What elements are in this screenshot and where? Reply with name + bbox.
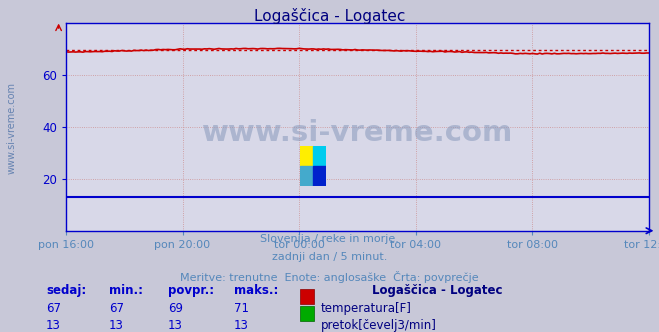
Text: zadnji dan / 5 minut.: zadnji dan / 5 minut. <box>272 252 387 262</box>
Text: Meritve: trenutne  Enote: anglosaške  Črta: povprečje: Meritve: trenutne Enote: anglosaške Črta… <box>180 271 479 283</box>
Text: 13: 13 <box>168 319 183 332</box>
Text: maks.:: maks.: <box>234 284 278 297</box>
Text: min.:: min.: <box>109 284 143 297</box>
Bar <box>300 166 313 186</box>
Text: 13: 13 <box>234 319 249 332</box>
Text: www.si-vreme.com: www.si-vreme.com <box>7 82 17 174</box>
Bar <box>313 146 326 166</box>
Text: 13: 13 <box>46 319 61 332</box>
Text: Logaščica - Logatec: Logaščica - Logatec <box>254 8 405 24</box>
Text: www.si-vreme.com: www.si-vreme.com <box>202 119 513 147</box>
Text: 69: 69 <box>168 302 183 315</box>
Text: 13: 13 <box>109 319 124 332</box>
Text: povpr.:: povpr.: <box>168 284 214 297</box>
Text: 71: 71 <box>234 302 249 315</box>
Text: Logaščica - Logatec: Logaščica - Logatec <box>372 284 503 297</box>
Text: sedaj:: sedaj: <box>46 284 86 297</box>
Text: Slovenija / reke in morje.: Slovenija / reke in morje. <box>260 234 399 244</box>
Bar <box>313 166 326 186</box>
Text: temperatura[F]: temperatura[F] <box>321 302 412 315</box>
Bar <box>300 146 313 166</box>
Text: 67: 67 <box>109 302 124 315</box>
Text: pretok[čevelj3/min]: pretok[čevelj3/min] <box>321 319 437 332</box>
Text: 67: 67 <box>46 302 61 315</box>
